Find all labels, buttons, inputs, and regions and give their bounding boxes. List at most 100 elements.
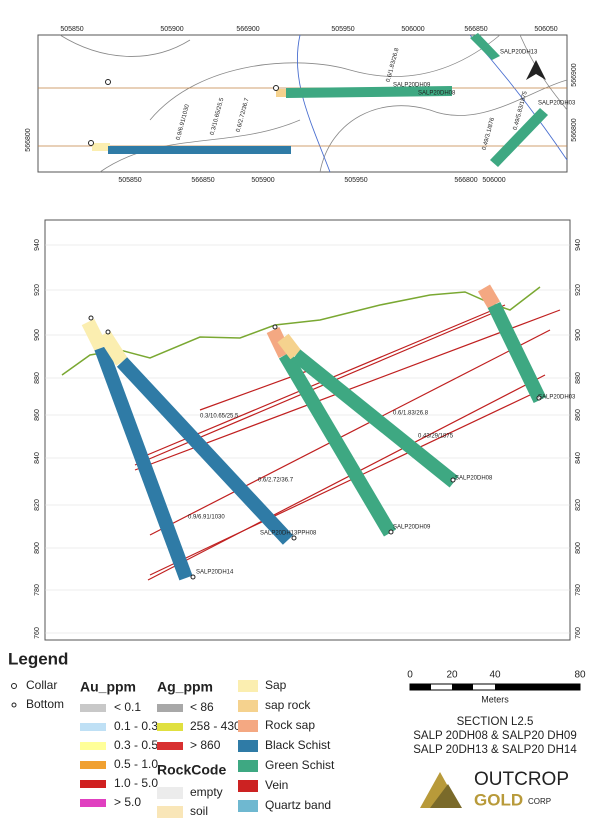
easting-label: 505950 [344, 177, 367, 184]
hole-sap-rock [277, 333, 302, 360]
legend-swatch [80, 742, 106, 750]
legend-swatch [238, 680, 258, 692]
hole-label: SALP20DH09 [393, 83, 431, 89]
hole-sap [98, 330, 128, 366]
bottom [536, 395, 542, 401]
collar [88, 315, 94, 321]
collar [88, 140, 94, 146]
elevation-label: 920 [34, 284, 41, 296]
elevation-label: 920 [575, 284, 582, 296]
collar [273, 85, 279, 91]
legend-swatch [238, 700, 258, 712]
scale-seg [495, 684, 580, 690]
easting-label: 566850 [191, 177, 214, 184]
collar [272, 324, 278, 330]
contours [59, 34, 568, 173]
easting-label: 566800 [454, 177, 477, 184]
logo-mark [430, 784, 462, 808]
bottom [450, 477, 456, 483]
intercept-label: 0.6/2.72/36.7 [258, 478, 294, 484]
hole-trace [108, 146, 291, 154]
legend-heading: Ag_ppm [157, 679, 213, 695]
intercept-label: 0.9/6.91/1030 [188, 515, 225, 521]
elevation-label: 820 [34, 499, 41, 511]
legend-label: 0.1 - 0.3 [114, 719, 158, 733]
northing-label: 566900 [571, 63, 578, 86]
bottom [388, 529, 394, 535]
easting-label: 506000 [401, 26, 424, 33]
legend-swatch [157, 806, 183, 818]
hole-green-schist [487, 301, 547, 404]
section-title-line: SECTION L2.5 [457, 716, 534, 728]
hole-trace [470, 33, 500, 60]
hole-label: SALP20DH14 [196, 570, 234, 576]
elevation-label: 940 [34, 239, 41, 251]
elevation-label: 880 [575, 372, 582, 384]
bottom [291, 535, 297, 541]
legend-label: soil [190, 804, 208, 818]
legend-label: < 86 [190, 700, 214, 714]
legend-label: > 860 [190, 738, 221, 752]
elevation-label: 860 [34, 409, 41, 421]
logo-sub: GOLD [474, 790, 523, 809]
elevation-label: 760 [34, 627, 41, 639]
legend-swatch [238, 720, 258, 732]
hole-label: SALP20DH03 [538, 101, 576, 107]
legend-label: Quartz band [265, 798, 331, 812]
easting-label: 505950 [331, 26, 354, 33]
legend-label: empty [190, 785, 223, 799]
legend-label: Green Schist [265, 758, 335, 772]
elevation-label: 840 [575, 452, 582, 464]
legend-label: 258 - 430 [190, 719, 241, 733]
legend-swatch [238, 760, 258, 772]
hole-trace [92, 143, 110, 151]
legend-swatch [157, 723, 183, 731]
scale-unit: Meters [481, 694, 509, 704]
elevation-label: 820 [575, 499, 582, 511]
collar [105, 329, 111, 335]
legend-label: < 0.1 [114, 700, 141, 714]
scale-seg [452, 684, 473, 690]
collar [105, 79, 111, 85]
legend-label: Black Schist [265, 738, 331, 752]
elevation-label: 880 [34, 372, 41, 384]
legend-swatch [238, 800, 258, 812]
hole-black-schist [94, 345, 193, 581]
elevation-label: 900 [34, 329, 41, 341]
legend-label: Collar [26, 678, 57, 692]
legend-label: 0.5 - 1.0 [114, 757, 158, 771]
scale-tick: 0 [407, 670, 413, 681]
section: 940 940 920 920 900 900 880 880 860 860 840 840 820 8… [34, 219, 582, 641]
easting-label: 566900 [236, 26, 259, 33]
section-title-line: SALP 20DH08 & SALP20 DH09 [413, 730, 576, 742]
hole-black-schist [116, 357, 294, 545]
hole-label: SALP20DH09 [393, 525, 431, 531]
legend: Legend Collar Bottom Au_ppm Ag_ppm RockC… [8, 649, 335, 818]
hole-trace [276, 89, 286, 97]
logo-corp: CORP [528, 797, 551, 806]
elevation-label: 900 [575, 329, 582, 341]
legend-swatch [80, 723, 106, 731]
legend-swatch [157, 704, 183, 712]
legend-label: Rock sap [265, 718, 315, 732]
easting-label: 505900 [251, 177, 274, 184]
intercept-label: 0.3/10.65/25.5 [200, 414, 239, 420]
bottom-symbol [11, 702, 17, 708]
hole-green-schist [291, 349, 459, 488]
scale-tick: 40 [489, 670, 501, 681]
northing-label: 566800 [25, 128, 32, 151]
hole-label: SALP20DH08 [455, 476, 493, 482]
northing-label: 566800 [571, 118, 578, 141]
legend-heading: Au_ppm [80, 679, 136, 695]
legend-label: sap rock [265, 698, 311, 712]
hole-label: SALP20DH13PPH08 [260, 531, 317, 537]
scale-bar: Meters [409, 683, 581, 704]
legend-title: Legend [8, 649, 68, 668]
elevation-label: 800 [34, 542, 41, 554]
scale-tick: 80 [574, 670, 586, 681]
scale-seg [410, 684, 431, 690]
hole-label: SALP20DH08 [418, 91, 456, 97]
hole-trace [286, 86, 452, 98]
legend-swatch [80, 799, 106, 807]
